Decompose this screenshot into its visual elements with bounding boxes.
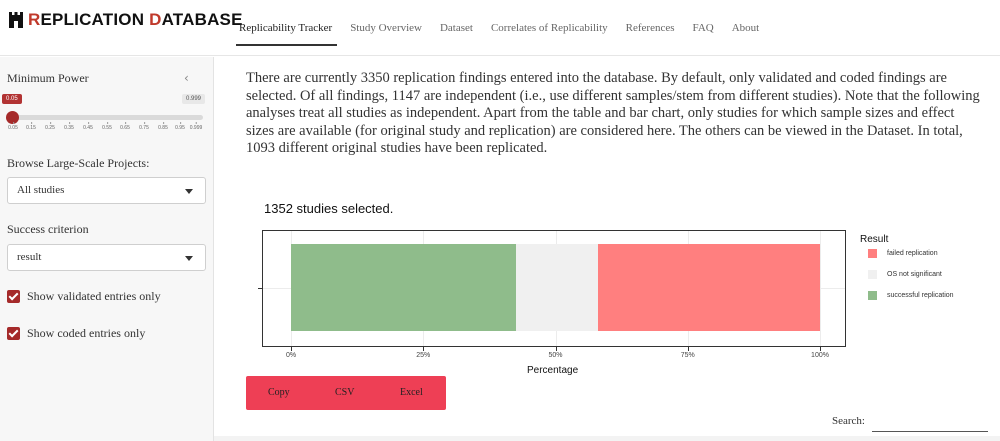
power-min-value: 0.05	[2, 94, 22, 104]
search-label: Search:	[832, 415, 865, 427]
x-tick-label: 0%	[285, 352, 297, 359]
power-slider-handle[interactable]	[6, 111, 19, 124]
csv-button[interactable]: CSV	[335, 387, 355, 398]
x-tick-mark	[555, 347, 557, 351]
legend-swatch	[868, 291, 877, 300]
brand-r: R	[28, 10, 41, 29]
tab-study-overview[interactable]: Study Overview	[350, 22, 422, 34]
tab-about[interactable]: About	[731, 22, 760, 34]
criterion-select[interactable]: result	[7, 244, 206, 271]
excel-button[interactable]: Excel	[400, 387, 423, 398]
x-axis-label: Percentage	[527, 365, 579, 376]
slider-tick: 0.25	[45, 122, 55, 131]
criterion-label: Success criterion	[7, 222, 89, 236]
tab-dataset[interactable]: Dataset	[439, 22, 473, 34]
slider-tick: 0.85	[158, 122, 168, 131]
tab-replicability-tracker[interactable]: Replicability Tracker	[230, 0, 341, 56]
legend-swatch	[868, 249, 877, 258]
legend-item: successful replication	[868, 291, 954, 300]
bar-segment-successful-replication[interactable]	[291, 244, 516, 331]
power-max-value: 0.999	[182, 94, 206, 104]
search-input[interactable]	[872, 414, 988, 432]
checkbox-checked-icon[interactable]	[7, 290, 20, 303]
slider-tick: 0.45	[83, 122, 93, 131]
criterion-select-value: result	[17, 251, 42, 263]
x-tick-mark	[291, 347, 292, 351]
stacked-bar-chart	[262, 230, 846, 347]
validated-label: Show validated entries only	[27, 289, 161, 303]
minimum-power-label: Minimum Power	[7, 71, 89, 85]
caret-down-icon	[185, 256, 193, 261]
tab-faq[interactable]: FAQ	[692, 22, 714, 34]
sidebar: Minimum Power ‹ 0.05 0.999 0.05 0.15 0.2…	[0, 57, 214, 441]
export-button-group: Copy CSV Excel	[246, 376, 446, 410]
slider-tick: 0.65	[120, 122, 130, 131]
legend-swatch	[868, 270, 877, 279]
studies-selected-text: 1352 studies selected.	[264, 201, 394, 216]
chevron-left-icon[interactable]: ‹	[184, 71, 189, 85]
validated-checkbox[interactable]: Show validated entries only	[7, 289, 161, 304]
x-tick-label: 75%	[680, 352, 695, 359]
legend-label: OS not significant	[887, 271, 942, 278]
power-slider-ticks: 0.05 0.15 0.25 0.35 0.45 0.55 0.65 0.75 …	[4, 122, 210, 137]
caret-down-icon	[185, 189, 193, 194]
coded-label: Show coded entries only	[27, 326, 146, 340]
tab-references[interactable]: References	[625, 22, 675, 34]
bar-segment-os-not-significant[interactable]	[515, 244, 598, 331]
copy-button[interactable]: Copy	[268, 387, 290, 398]
brand-atabase: ATABASE	[161, 10, 243, 29]
intro-paragraph: There are currently 3350 replication fin…	[246, 70, 980, 156]
bar-segment-failed-replication[interactable]	[597, 244, 820, 331]
projects-label: Browse Large-Scale Projects:	[7, 156, 150, 170]
x-tick-mark	[687, 347, 689, 351]
brand-d: D	[149, 10, 162, 29]
slider-tick: 0.999	[189, 122, 203, 131]
nav-tabs: Replicability Tracker Study Overview Dat…	[230, 0, 768, 56]
slider-tick: 0.55	[102, 122, 112, 131]
table-header-edge	[214, 436, 1000, 441]
x-tick-mark	[423, 347, 425, 351]
x-tick-label: 50%	[548, 352, 563, 359]
x-tick-label: 100%	[811, 352, 829, 359]
projects-select[interactable]: All studies	[7, 177, 206, 204]
legend-label: failed replication	[887, 250, 938, 257]
tab-correlates[interactable]: Correlates of Replicability	[490, 22, 608, 34]
projects-select-value: All studies	[17, 184, 65, 196]
slider-tick: 0.05	[8, 122, 18, 131]
y-axis-tick	[258, 288, 262, 289]
top-navbar: R EPLICATION D ATABASE Replicability Track…	[0, 0, 1000, 56]
brand-logo[interactable]: R EPLICATION D ATABASE	[8, 8, 243, 32]
slider-tick: 0.15	[26, 122, 36, 131]
slider-tick: 0.95	[175, 122, 185, 131]
power-slider-track[interactable]	[13, 115, 203, 120]
coded-checkbox[interactable]: Show coded entries only	[7, 326, 145, 341]
slider-tick: 0.75	[139, 122, 149, 131]
legend-label: successful replication	[887, 292, 954, 299]
castle-icon	[8, 11, 24, 29]
legend-title: Result	[860, 234, 889, 245]
legend-item: failed replication	[868, 249, 938, 258]
x-tick-mark	[820, 347, 821, 351]
legend-item: OS not significant	[868, 270, 942, 279]
checkbox-checked-icon[interactable]	[7, 327, 20, 340]
slider-tick: 0.35	[64, 122, 74, 131]
brand-eplication: EPLICATION	[40, 10, 150, 29]
x-tick-label: 25%	[416, 352, 431, 359]
